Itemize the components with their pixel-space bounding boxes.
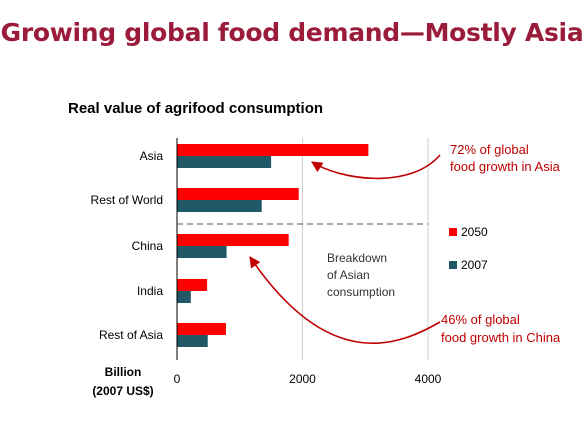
asia-arrow: [311, 154, 441, 180]
slide-title: Growing global food demand—Mostly Asia: [0, 18, 584, 47]
annotation-asia-growth-line-2: food growth in Asia: [450, 159, 561, 174]
bar-india-2050: [177, 279, 208, 291]
chart-title: Real value of agrifood consumption: [68, 100, 323, 117]
annotation-asia-growth-line-1: 72% of global: [450, 142, 529, 157]
annotation-china-growth-line-2: food growth in China: [441, 330, 561, 345]
legend-swatch-2007: [449, 261, 457, 269]
category-label-china: China: [132, 239, 164, 253]
legend: 2050 2007: [449, 225, 488, 272]
legend-swatch-2050: [449, 228, 457, 236]
x-tick-labels: 0 2000 4000: [174, 372, 442, 386]
x-tick-label-2000: 2000: [289, 372, 316, 386]
bar-india-2007: [177, 291, 191, 303]
category-labels: Asia Rest of World China India Rest of Asia: [91, 149, 164, 342]
bar-china-2050: [177, 234, 289, 246]
annotation-breakdown-asian-line-3: consumption: [327, 285, 395, 299]
bar-rest-of-world-2007: [177, 200, 262, 212]
x-axis-label: Billion (2007 US$): [92, 365, 153, 398]
bar-china-2007: [177, 246, 227, 258]
legend-label-2050: 2050: [461, 225, 488, 239]
x-axis-label-line-2: (2007 US$): [92, 384, 153, 398]
annotation-breakdown-asian-line-1: Breakdown: [327, 251, 387, 265]
bar-asia-2050: [177, 144, 369, 156]
bars: [177, 144, 369, 347]
bar-rest-of-asia-2050: [177, 323, 226, 335]
china-arrow: [249, 256, 441, 344]
gridlines: [302, 138, 429, 360]
category-label-rest-of-world: Rest of World: [91, 193, 163, 207]
bar-rest-of-asia-2007: [177, 335, 208, 347]
annotations: Breakdown of Asian consumption 72% of globa…: [327, 142, 561, 345]
x-axis-label-line-1: Billion: [105, 365, 142, 379]
category-label-rest-of-asia: Rest of Asia: [99, 328, 163, 342]
bar-asia-2007: [177, 156, 272, 168]
x-tick-label-0: 0: [174, 372, 181, 386]
category-label-asia: Asia: [140, 149, 164, 163]
legend-label-2007: 2007: [461, 258, 488, 272]
annotation-breakdown-asian-line-2: of Asian: [327, 268, 370, 282]
annotation-china-growth-line-1: 46% of global: [441, 312, 520, 327]
bar-rest-of-world-2050: [177, 188, 299, 200]
category-label-india: India: [137, 284, 163, 298]
x-tick-label-4000: 4000: [415, 372, 442, 386]
